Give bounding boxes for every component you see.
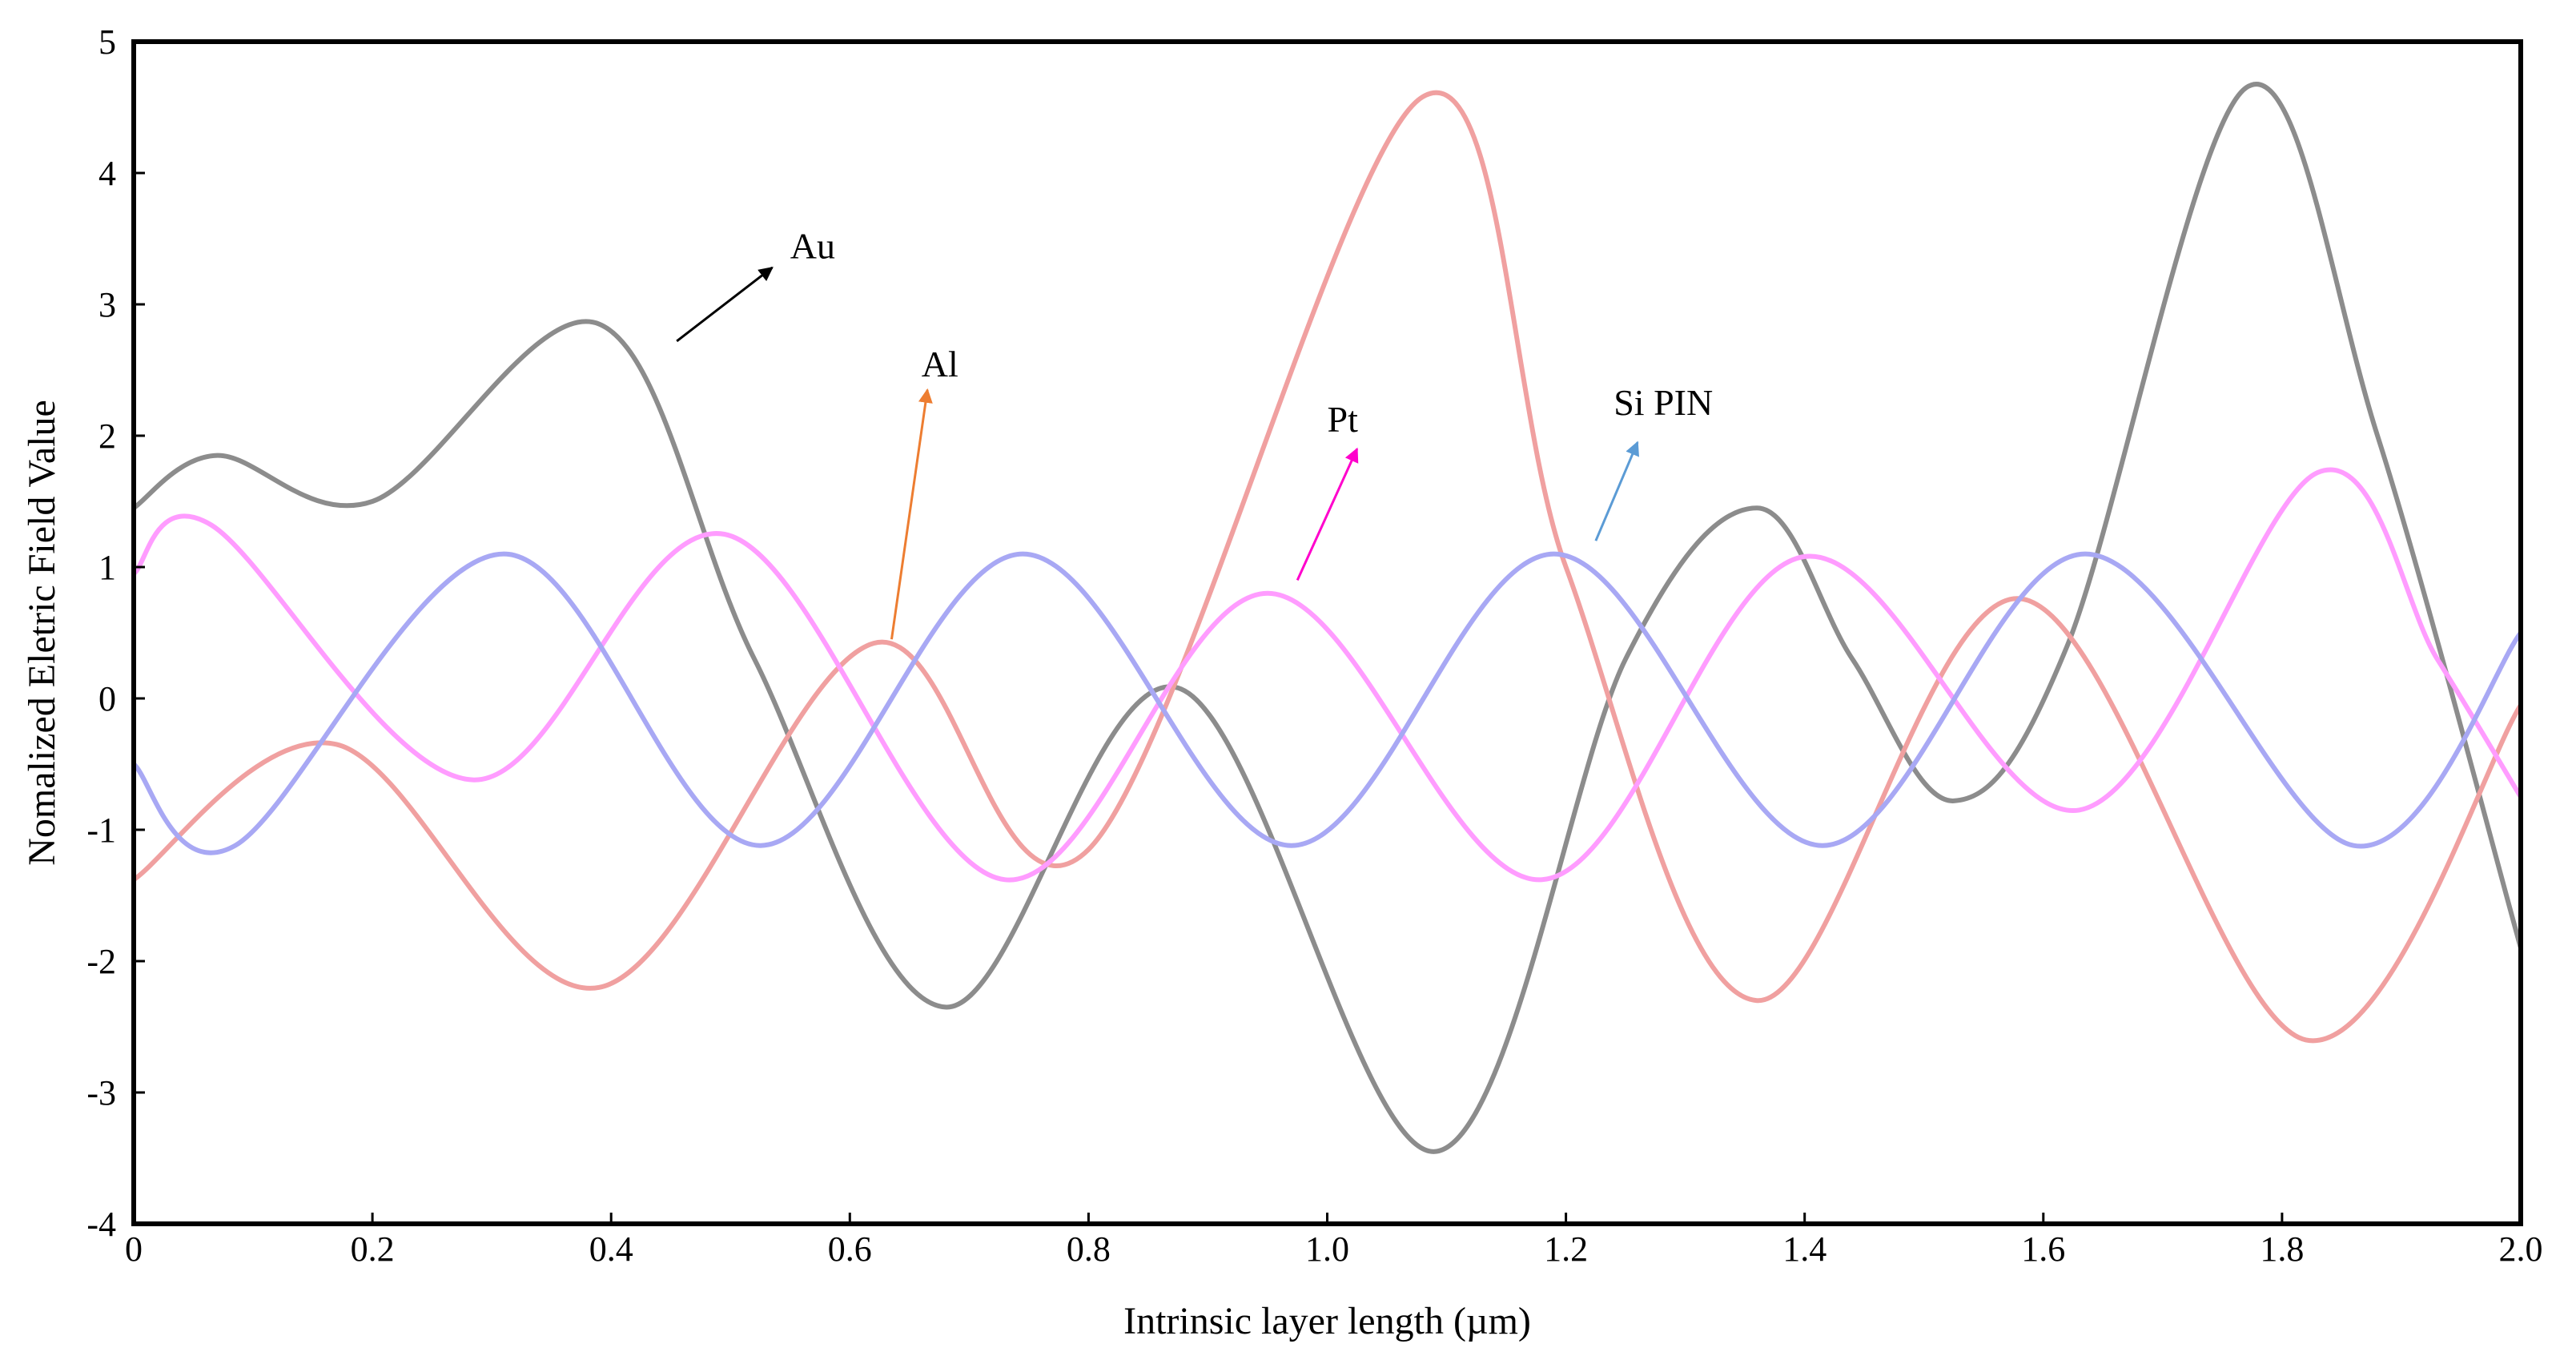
y-tick-label: 0 [98,679,116,718]
series-line-al [131,90,2523,1044]
annotation-label-au: Au [790,226,835,267]
annotation-arrow-pt [1296,447,1359,581]
y-tick-label: 2 [98,416,116,456]
y-tick-label: 1 [98,548,116,587]
y-axis-ticks: -4 -3 -2 -1 0 1 2 3 4 5 [86,22,145,1244]
y-tick-label: -3 [86,1073,116,1113]
annotation-label-pt: Pt [1328,399,1359,440]
annotation-arrow-al [890,388,933,640]
y-tick-label: 5 [98,22,116,62]
annotation-label-al: Al [922,344,958,384]
annotation-arrow-au [676,266,774,343]
y-axis-title: Nomalized Eletric Field Value [21,400,63,866]
x-tick-label: 0 [125,1229,143,1269]
series-line-pt [131,467,2523,883]
x-tick-label: 0.2 [351,1229,395,1269]
y-tick-label: 4 [98,154,116,193]
x-axis-ticks: 0 0.2 0.4 0.6 0.8 1.0 1.2 1.4 1.6 1.8 2.0 [125,1213,2543,1269]
x-tick-label: 0.6 [828,1229,872,1269]
y-tick-label: 3 [98,285,116,324]
annotation-layer: Au Al Pt Si PIN [676,226,1713,640]
series-layer [131,82,2523,1154]
series-line-si-pin [131,551,2523,855]
x-axis-title: Intrinsic layer length (µm) [1123,1300,1531,1342]
x-tick-label: 1.6 [2021,1229,2065,1269]
x-tick-label: 1.2 [1544,1229,1588,1269]
y-tick-label: -2 [86,942,116,981]
x-tick-label: 1.0 [1305,1229,1349,1269]
x-tick-label: 2.0 [2499,1229,2543,1269]
y-tick-label: -1 [86,811,116,850]
x-tick-label: 1.8 [2260,1229,2304,1269]
annotation-label-si-pin: Si PIN [1614,382,1713,423]
x-tick-label: 0.8 [1067,1229,1111,1269]
annotation-arrow-si-pin [1594,441,1639,541]
y-tick-label: -4 [86,1205,116,1244]
series-line-au [131,82,2523,1154]
x-tick-label: 0.4 [589,1229,633,1269]
x-tick-label: 1.4 [1782,1229,1827,1269]
